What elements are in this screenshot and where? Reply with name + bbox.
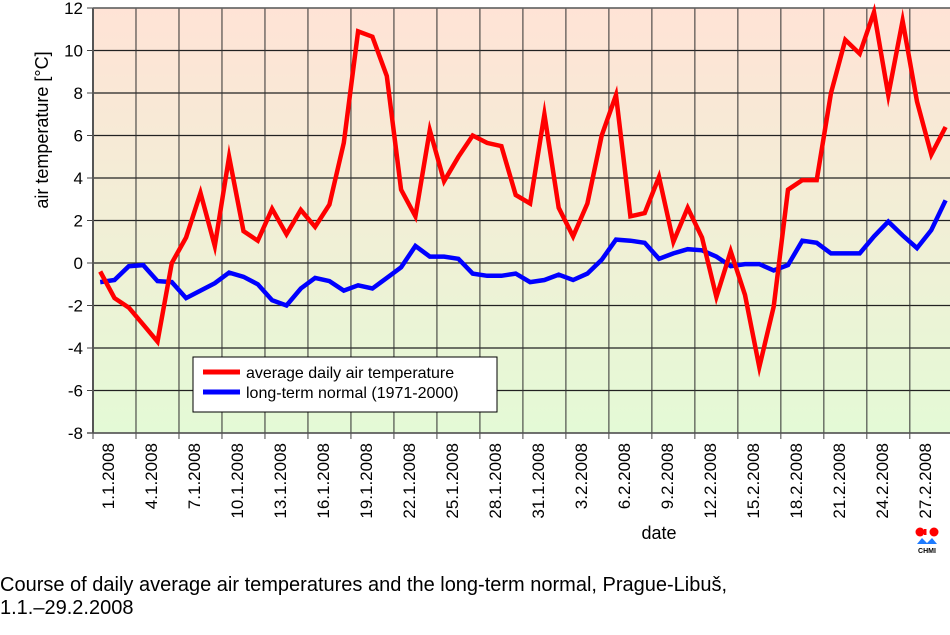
x-tick-label: 9.2.2008: [658, 443, 677, 509]
caption-line-2: 1.1.–29.2.2008: [0, 597, 134, 619]
y-tick-labels: -8 -6 -4 -2 0 2 4 6 8 10 12: [64, 0, 83, 443]
y-tick-label: 8: [74, 84, 83, 103]
x-tick-label: 28.1.2008: [486, 443, 505, 519]
y-tick-label: 12: [64, 0, 83, 18]
series-line-long-term-normal: [99, 199, 948, 309]
x-tick-label: 6.2.2008: [615, 443, 634, 509]
chmi-logo: CHMI: [912, 526, 942, 558]
chmi-logo-icon: [915, 527, 939, 544]
x-tick-label: 3.2.2008: [572, 443, 591, 509]
x-tick-label: 12.2.2008: [701, 443, 720, 519]
chmi-logo-text: CHMI: [918, 548, 936, 555]
x-tick-label: 10.1.2008: [228, 443, 247, 519]
y-tick-label: 10: [64, 42, 83, 61]
y-tick-label: -2: [68, 297, 83, 316]
x-tick-label: 21.2.2008: [830, 443, 849, 519]
y-tick-label: 2: [74, 212, 83, 231]
x-tick-label: 27.2.2008: [916, 443, 935, 519]
legend-label-average-temp: average daily air temperature: [246, 365, 454, 382]
x-tick-label: 16.1.2008: [314, 443, 333, 519]
x-tick-label: 25.1.2008: [443, 443, 462, 519]
figure-caption: Course of daily average air temperatures…: [0, 574, 727, 620]
y-tick-label: -8: [68, 424, 83, 443]
y-tick-label: 4: [74, 169, 83, 188]
x-tick-label: 7.1.2008: [185, 443, 204, 509]
axes: [87, 7, 950, 439]
x-tick-label: 15.2.2008: [744, 443, 763, 519]
temperature-chart: -8 -6 -4 -2 0 2 4 6 8 10 12 1.1.2008 4.1.2008 7.1.20…: [32, 0, 950, 543]
legend-box: [192, 356, 498, 413]
x-axis-title: date: [641, 523, 676, 543]
x-tick-label: 31.1.2008: [529, 443, 548, 519]
x-tick-label: 24.2.2008: [873, 443, 892, 519]
legend-label-long-term-normal: long-term normal (1971-2000): [246, 385, 459, 402]
y-tick-label: -6: [68, 382, 83, 401]
y-tick-label: 6: [74, 127, 83, 146]
legend: average daily air temperature long-term …: [192, 356, 498, 413]
x-tick-labels: 1.1.2008 4.1.2008 7.1.2008 10.1.2008 13.1.20…: [99, 443, 935, 519]
series-line-average-temp: [98, 3, 948, 378]
data-series: [98, 3, 948, 378]
x-tick-label: 22.1.2008: [400, 443, 419, 519]
x-tick-label: 18.2.2008: [787, 443, 806, 519]
caption-line-1: Course of daily average air temperatures…: [0, 574, 728, 596]
y-tick-label: 0: [74, 254, 83, 273]
y-axis-title: air temperature [°C]: [32, 51, 52, 208]
x-tick-label: 19.1.2008: [357, 443, 376, 519]
x-tick-label: 1.1.2008: [99, 443, 118, 509]
y-tick-label: -4: [68, 339, 83, 358]
x-tick-label: 13.1.2008: [271, 443, 290, 519]
x-tick-label: 4.1.2008: [142, 443, 161, 509]
